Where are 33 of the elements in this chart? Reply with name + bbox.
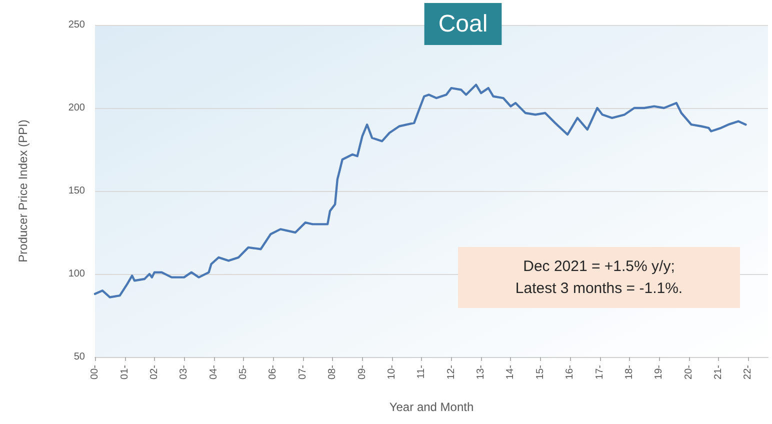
x-axis-title: Year and Month bbox=[389, 400, 474, 414]
x-tick-label: 00- bbox=[90, 365, 100, 380]
x-tick-label: 18- bbox=[624, 365, 635, 380]
y-tick-label: 150 bbox=[68, 186, 86, 196]
y-tick-label: 100 bbox=[68, 268, 86, 280]
x-tick-label: 03- bbox=[178, 365, 190, 380]
x-tick-label: 12- bbox=[446, 365, 457, 380]
x-tick-label: 15- bbox=[534, 365, 546, 380]
x-tick-label: 05- bbox=[238, 365, 250, 380]
x-tick-label: 11- bbox=[416, 365, 428, 379]
x-tick-label: 04- bbox=[208, 365, 220, 380]
x-tick-label: 22- bbox=[742, 365, 754, 380]
x-tick-label: 02- bbox=[148, 365, 160, 380]
chart-title: Coal bbox=[438, 10, 488, 38]
annotation: Dec 2021 = +1.5% y/y; Latest 3 months = -1.1%. bbox=[515, 256, 683, 298]
line-series bbox=[94, 84, 747, 298]
x-tick-label: 01- bbox=[119, 365, 130, 380]
y-tick-label: 200 bbox=[68, 102, 86, 114]
x-tick-label: 10- bbox=[386, 365, 398, 380]
x-tick-label: 20- bbox=[683, 365, 694, 380]
x-tick-label: 21- bbox=[713, 365, 724, 380]
x-tick-label: 09- bbox=[356, 365, 368, 380]
x-tick-label: 13- bbox=[476, 365, 487, 380]
y-tick-label: 50 bbox=[74, 352, 86, 362]
x-tick-label: 08- bbox=[327, 365, 338, 380]
x-tick-label: 07- bbox=[297, 365, 308, 380]
x-tick-label: 19- bbox=[654, 365, 665, 380]
y-tick-label: 250 bbox=[68, 20, 86, 30]
y-axis-title: Producer Price Index (PPI) bbox=[16, 120, 30, 262]
x-tick-label: 17- bbox=[594, 365, 606, 380]
x-tick-label: 06- bbox=[268, 365, 279, 380]
x-tick-label: 16- bbox=[564, 365, 576, 380]
x-tick-label: 14- bbox=[505, 365, 516, 380]
